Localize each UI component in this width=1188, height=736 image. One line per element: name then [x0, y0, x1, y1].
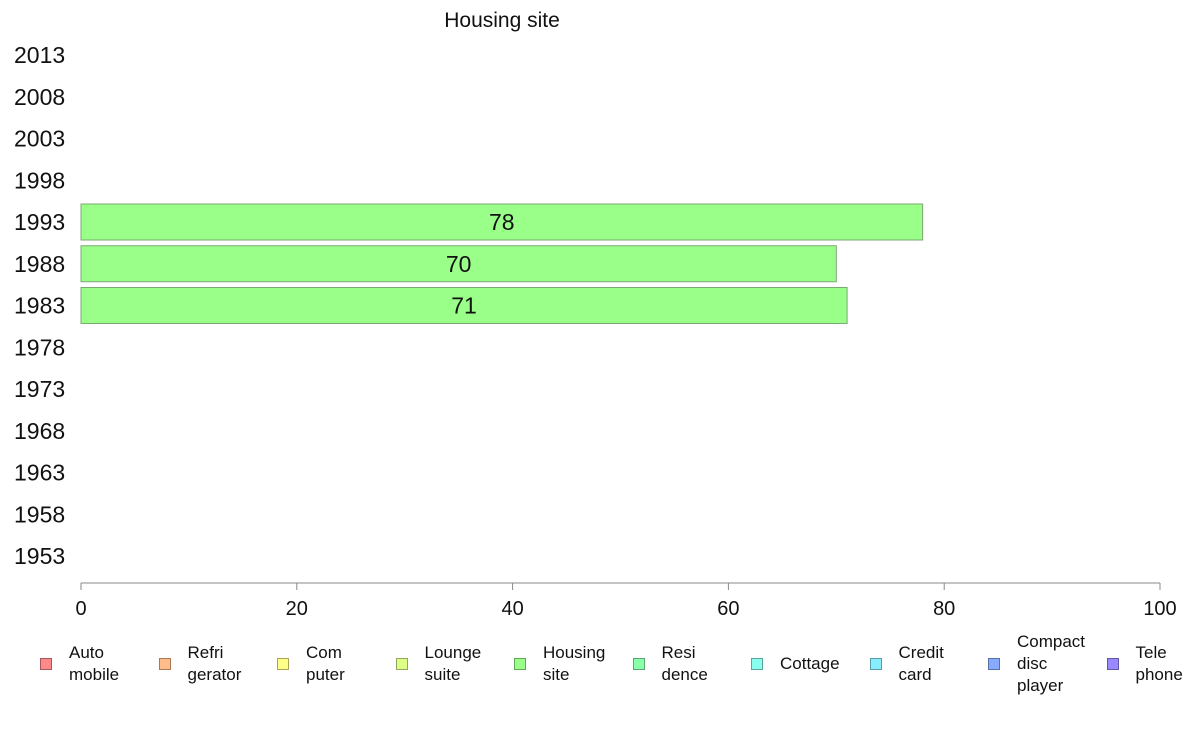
legend-swatch	[632, 658, 645, 670]
y-tick-label: 1953	[14, 543, 65, 569]
legend-label: Cottage	[780, 654, 840, 673]
bar	[80, 203, 924, 241]
y-tick-label: 1978	[14, 334, 65, 360]
y-tick-label: 1968	[14, 418, 65, 444]
legend-label: Housing site	[543, 643, 606, 684]
chart-title: Housing site	[444, 9, 560, 32]
y-tick-label: 1973	[14, 376, 65, 402]
bar	[80, 245, 837, 283]
y-tick-label: 1993	[14, 209, 65, 235]
legend-label: Lounge suite	[424, 643, 482, 684]
bar-value-label: 70	[446, 251, 472, 277]
legend-label: Com puter	[306, 643, 345, 684]
y-tick-label: 1998	[14, 167, 65, 193]
legend-label: Compact disc player	[1017, 632, 1086, 695]
legend-item: Resi dence	[632, 642, 708, 686]
legend-item: Credit card	[869, 642, 944, 686]
legend-item: Com puter	[277, 642, 345, 686]
legend-label: Refri gerator	[187, 643, 242, 684]
legend-swatch	[1106, 658, 1119, 670]
legend-swatch	[158, 658, 171, 670]
legend-item: Compact disc player	[988, 631, 1085, 697]
y-tick-label: 1983	[14, 293, 65, 319]
legend-label: Auto mobile	[69, 643, 120, 684]
legend-item: Housing site	[514, 642, 605, 686]
legend-swatch	[988, 658, 1000, 670]
y-tick-label: 1963	[14, 460, 65, 486]
legend-swatch	[277, 658, 289, 670]
bar-chart: Housing site 78 70 71 2013 2008 2003 1998 1993…	[14, 9, 1177, 620]
legend-swatch	[395, 658, 408, 670]
legend: Auto mobile Refri gerator Com puter Lounge …	[0, 630, 1188, 710]
bar-value-label: 78	[489, 209, 515, 235]
x-tick-label: 80	[933, 598, 955, 620]
legend-item: Tele phone	[1106, 642, 1183, 686]
x-tick-label: 60	[717, 598, 739, 620]
legend-swatch	[869, 658, 882, 670]
legend-item: Auto mobile	[40, 642, 119, 686]
bar-value-label: 71	[451, 293, 477, 319]
bar	[80, 287, 848, 324]
x-tick-label: 40	[501, 598, 523, 620]
legend-label: Resi dence	[661, 643, 708, 684]
legend-label: Tele phone	[1135, 643, 1183, 684]
legend-item: Refri gerator	[158, 642, 242, 686]
x-tick-label: 100	[1143, 598, 1176, 620]
y-tick-label: 2008	[14, 84, 65, 110]
legend-swatch	[514, 658, 526, 670]
x-tick-label: 0	[75, 598, 86, 620]
y-tick-label: 2013	[14, 42, 65, 68]
legend-label: Credit card	[898, 643, 944, 684]
legend-item: Lounge suite	[395, 642, 482, 686]
x-tick-label: 20	[286, 598, 308, 620]
y-tick-label: 1988	[14, 251, 65, 277]
legend-swatch	[40, 658, 52, 670]
legend-swatch	[751, 658, 763, 670]
y-tick-label: 2003	[14, 126, 65, 152]
legend-item: Cottage	[751, 653, 840, 675]
y-tick-label: 1958	[14, 501, 65, 527]
